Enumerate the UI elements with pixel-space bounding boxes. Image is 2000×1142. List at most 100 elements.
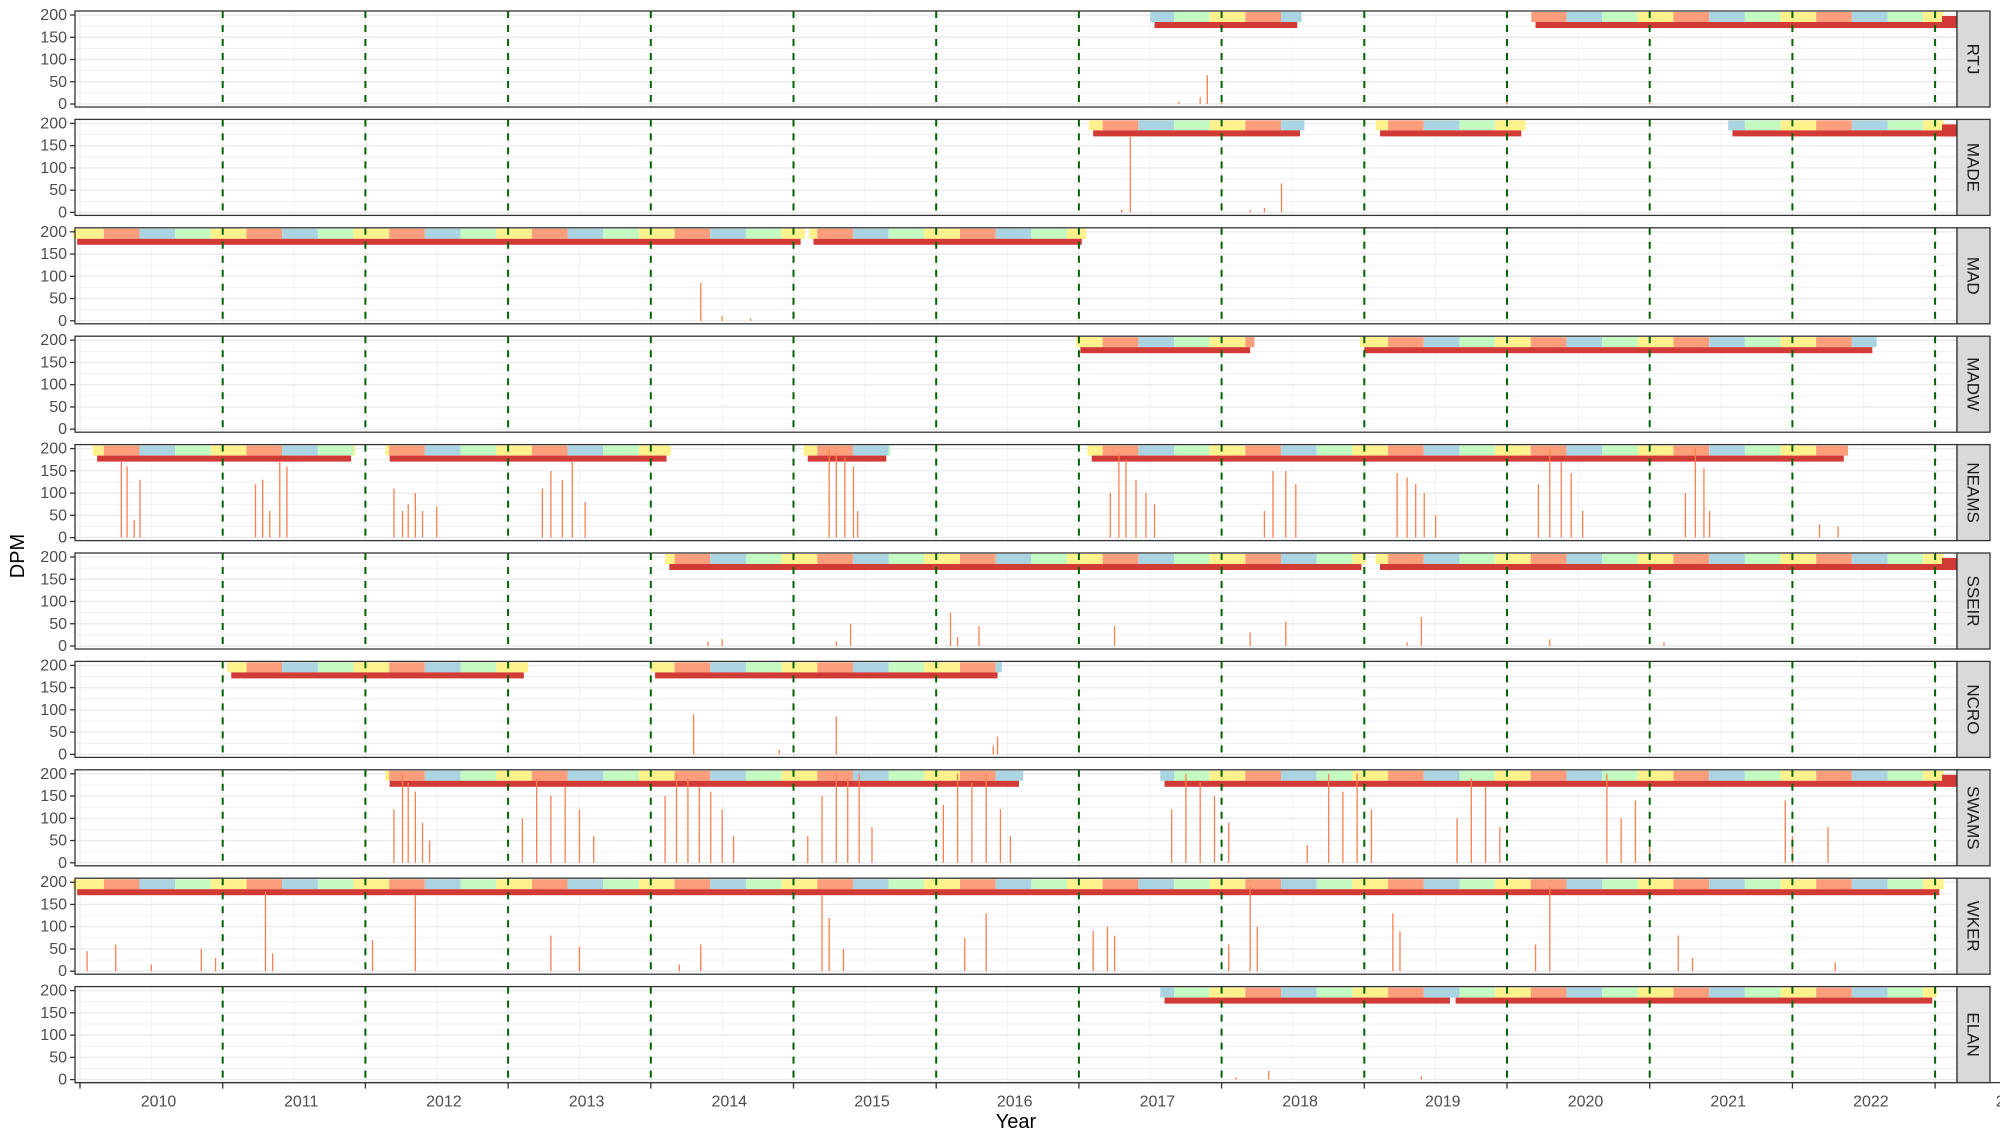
season-segment (710, 228, 746, 239)
season-segment (1673, 770, 1710, 781)
season-segment (1138, 445, 1175, 456)
season-segment (1887, 12, 1924, 22)
season-segment (1816, 554, 1852, 564)
season-segment (1316, 554, 1353, 564)
season-segment (567, 879, 604, 890)
deployment-bar (1093, 130, 1301, 137)
y-tick-label: 100 (40, 377, 67, 394)
season-segment (1209, 770, 1246, 781)
season-segment (1530, 554, 1567, 564)
season-segment (1174, 879, 1210, 890)
season-segment (1067, 228, 1087, 239)
season-segment (1174, 554, 1210, 564)
season-segment (103, 228, 140, 239)
season-segment (92, 445, 104, 456)
y-tick-label: 0 (58, 1072, 67, 1089)
season-segment (1887, 770, 1924, 781)
y-tick-label: 50 (49, 291, 67, 308)
season-segment (817, 228, 853, 239)
season-segment (1531, 12, 1567, 22)
season-segment (817, 770, 853, 781)
season-segment (888, 554, 925, 564)
season-segment (1728, 120, 1745, 131)
season-segment (1209, 987, 1246, 998)
season-segment (1816, 337, 1852, 348)
facet-strip (1956, 769, 1991, 867)
season-segment (1887, 879, 1924, 890)
season-segment (852, 662, 889, 673)
season-segment (353, 662, 390, 673)
y-tick-label: 200 (40, 115, 67, 132)
season-segment (1530, 337, 1567, 348)
season-segment (710, 770, 746, 781)
season-segment (567, 228, 604, 239)
season-segment (1887, 554, 1924, 564)
y-tick-label: 0 (58, 313, 67, 330)
season-segment (1459, 879, 1496, 890)
season-segment (781, 879, 818, 890)
x-tick-label: 2021 (1710, 1094, 1746, 1111)
season-segment (1423, 987, 1455, 998)
season-segment (1673, 337, 1710, 348)
season-segment (317, 662, 354, 673)
season-segment (282, 662, 318, 673)
season-segment (1174, 120, 1210, 131)
season-segment (1566, 879, 1603, 890)
season-segment (1174, 987, 1210, 998)
season-segment (1352, 554, 1366, 564)
y-tick-label: 100 (40, 160, 67, 177)
season-segment (1102, 120, 1139, 131)
facet-panel-made: 0 50 100 150 200 MADE (40, 115, 1991, 221)
season-segment (389, 228, 425, 239)
season-segment (1209, 879, 1246, 890)
season-segment (1602, 987, 1638, 998)
deployment-bar (669, 564, 1362, 570)
season-segment (460, 770, 497, 781)
deployment-bar (1535, 22, 1957, 28)
season-segment (924, 770, 960, 781)
season-segment (710, 662, 746, 673)
y-tick-label: 150 (40, 29, 67, 46)
deployment-bar-end (1942, 16, 1957, 28)
season-segment (1780, 770, 1817, 781)
season-segment (745, 879, 782, 890)
season-segment (103, 879, 140, 890)
x-tick-label: 2017 (1140, 1094, 1176, 1111)
season-segment (674, 770, 711, 781)
season-segment (1602, 554, 1638, 564)
season-segment (496, 445, 532, 456)
season-segment (246, 445, 283, 456)
y-tick-label: 200 (40, 549, 67, 566)
season-segment (1780, 12, 1817, 22)
deployment-bar-end (1942, 558, 1957, 570)
season-segment (1709, 879, 1745, 890)
season-segment (1923, 770, 1944, 781)
season-segment (1076, 337, 1103, 348)
season-segment (282, 228, 318, 239)
season-segment (1174, 337, 1210, 348)
y-tick-label: 100 (40, 485, 67, 502)
deployment-bar (813, 238, 1082, 245)
season-segment (1673, 554, 1710, 564)
y-tick-label: 50 (49, 74, 67, 91)
season-segment (710, 554, 746, 564)
facet-strip-label: SWAMS (1964, 786, 1983, 850)
season-segment (1281, 770, 1317, 781)
deployment-bar (1455, 997, 1933, 1004)
x-tick-label: 2023 (1996, 1094, 2000, 1111)
season-segment (1174, 12, 1210, 22)
facet-strip (1956, 10, 1991, 108)
season-segment (175, 228, 211, 239)
deployment-bar (807, 455, 887, 462)
season-segment (803, 445, 818, 456)
season-segment (1780, 120, 1817, 131)
season-segment (1209, 12, 1246, 22)
season-segment (1780, 879, 1817, 890)
season-segment (1031, 879, 1068, 890)
facet-strip (1956, 227, 1991, 325)
season-segment (1495, 445, 1531, 456)
season-segment (1388, 879, 1424, 890)
y-tick-label: 100 (40, 919, 67, 936)
x-tick-label: 2014 (711, 1094, 747, 1111)
season-segment (638, 879, 675, 890)
